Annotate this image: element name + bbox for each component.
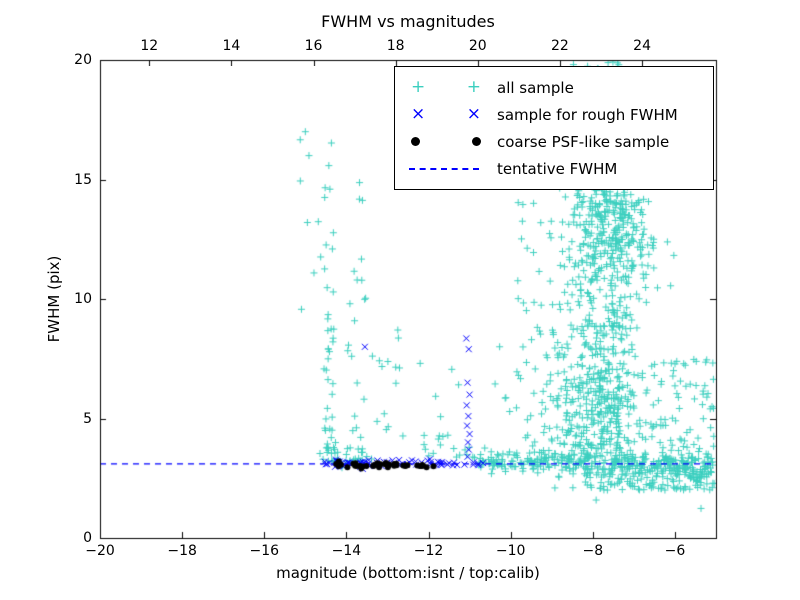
y-tick-label: 20 <box>74 52 92 68</box>
x-tick-label: −16 <box>249 543 280 559</box>
x-tick-label: −14 <box>331 543 362 559</box>
legend-item-psf-like: coarse PSF-like sample <box>395 128 713 155</box>
legend-item-all-sample: + + all sample <box>395 74 713 101</box>
dashed-line-icon <box>409 167 479 170</box>
y-tick-label: 0 <box>83 530 92 546</box>
x-axis-label: magnitude (bottom:isnt / top:calib) <box>276 564 540 582</box>
chart-title: FWHM vs magnitudes <box>321 12 495 31</box>
y-tick-label: 5 <box>83 410 92 427</box>
top-tick-label: 12 <box>140 38 159 54</box>
top-tick-label: 20 <box>468 38 487 54</box>
legend-label: sample for rough FWHM <box>497 105 678 124</box>
legend-item-tentative-fwhm: tentative FWHM <box>395 155 713 182</box>
top-tick-label: 24 <box>633 38 651 54</box>
x-tick-label: −6 <box>664 543 686 559</box>
top-tick-label: 16 <box>304 38 323 54</box>
top-tick-label: 14 <box>222 38 241 54</box>
x-tick-label: −10 <box>495 543 526 559</box>
x-tick-label: −12 <box>413 543 444 559</box>
legend-item-rough-fwhm: × × sample for rough FWHM <box>395 101 713 128</box>
legend-label: tentative FWHM <box>497 159 618 178</box>
top-tick-label: 22 <box>551 38 569 54</box>
top-tick-label: 18 <box>386 38 405 54</box>
circle-marker-icon <box>409 137 483 146</box>
y-tick-label: 10 <box>74 291 92 307</box>
legend-label: coarse PSF-like sample <box>497 132 670 151</box>
x-tick-label: −18 <box>167 543 197 559</box>
y-tick-label: 15 <box>74 171 92 188</box>
plus-marker-icon: + + <box>411 77 481 97</box>
x-tick-label: −20 <box>85 543 115 559</box>
legend-label: all sample <box>497 78 574 97</box>
x-marker-icon: × × <box>411 104 481 124</box>
legend: + + all sample × × sample for rough FWHM… <box>394 66 714 190</box>
x-tick-label: −8 <box>582 543 604 559</box>
